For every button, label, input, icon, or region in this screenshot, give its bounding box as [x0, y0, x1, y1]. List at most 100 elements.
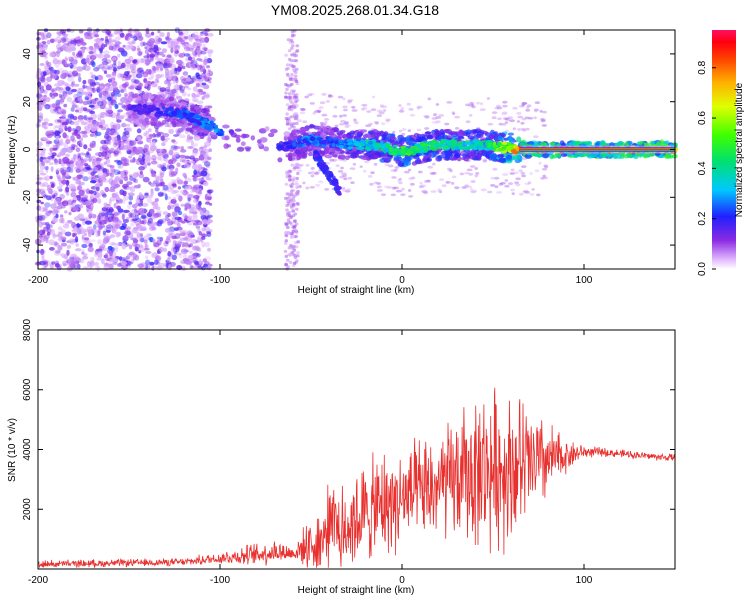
spectrogram-noise-cell [191, 211, 198, 215]
spectrogram-noise-cell [45, 143, 50, 147]
spectrogram-noise-cell [120, 261, 128, 266]
spectrogram-noise-cell [123, 230, 131, 235]
spectrogram-noise-cell [96, 88, 101, 93]
spectrogram-noise-cell [150, 83, 158, 88]
spectrogram-noise-cell [166, 220, 172, 226]
spectrogram-band-cell [339, 129, 346, 134]
spectrogram-noise-cell [41, 33, 45, 41]
spectrogram-noise-cell [129, 212, 137, 218]
spectrogram-noise-cell [72, 144, 78, 148]
spectrogram-noise-cell [283, 249, 288, 253]
spectrogram-band-cell [372, 129, 379, 135]
spectrogram-noise-cell [99, 48, 103, 54]
spectrogram-noise-cell [166, 54, 172, 58]
spectrogram-noise-cell [104, 155, 110, 160]
spectrogram-noise-cell [170, 63, 176, 70]
spectrogram-noise-cell [106, 224, 113, 229]
spectrogram-noise-cell [178, 30, 183, 34]
spectrogram-noise-cell [394, 166, 400, 169]
spectrogram-noise-cell [90, 113, 97, 120]
spectrogram-noise-cell [206, 177, 213, 181]
spectrogram-noise-cell [162, 211, 169, 216]
spectrogram-noise-cell [38, 115, 44, 122]
spectrogram-noise-cell [384, 185, 390, 189]
spectrogram-noise-cell [136, 234, 142, 239]
spectrogram-noise-cell [195, 184, 200, 188]
spectrogram-noise-cell [132, 177, 136, 183]
spectrogram-noise-cell [169, 232, 173, 237]
spectrogram-noise-cell [121, 213, 125, 220]
spectrogram-noise-cell [71, 80, 76, 86]
spectrogram-noise-cell [430, 190, 437, 193]
spectrogram-noise-cell [82, 134, 88, 138]
spectrogram-noise-cell [290, 105, 296, 109]
spectrogram-noise-cell [50, 203, 57, 210]
spectrogram-noise-cell [197, 187, 202, 193]
spectrogram-noise-cell [475, 101, 481, 105]
spectrogram-noise-cell [164, 193, 168, 201]
spectrogram-noise-cell [154, 198, 159, 202]
spectrogram-noise-cell [108, 107, 113, 114]
spectrogram-noise-cell [288, 178, 292, 182]
spectrogram-band-cell [329, 129, 335, 136]
spectrogram-noise-cell [170, 198, 177, 204]
spectrogram-noise-cell [139, 220, 145, 225]
spectrogram-noise-cell [60, 117, 67, 123]
spectrogram-noise-cell [296, 169, 303, 173]
spectrogram-noise-cell [131, 81, 139, 87]
spectrogram-band-cell [497, 153, 505, 158]
spectrogram-noise-cell [309, 185, 316, 189]
spectrogram-noise-cell [526, 104, 532, 108]
spectrogram-noise-cell [155, 183, 160, 187]
spectrogram-noise-cell [70, 135, 75, 142]
spectrogram-noise-cell [207, 105, 213, 109]
spectrogram-noise-cell [410, 182, 415, 186]
spectrogram-noise-cell [370, 108, 377, 111]
spectrogram-noise-cell [290, 189, 296, 192]
spectrogram-noise-cell [107, 34, 113, 38]
spectrogram-noise-cell [139, 170, 143, 175]
spectrogram-noise-cell [291, 92, 295, 96]
spectrogram-noise-cell [174, 216, 182, 221]
spectrogram-noise-cell [70, 143, 76, 148]
spectrogram-noise-cell [494, 106, 500, 110]
spectrogram-noise-cell [42, 44, 48, 50]
spectrogram-noise-cell [190, 234, 196, 238]
spectrogram-noise-cell [189, 250, 193, 254]
spectrogram-noise-cell [110, 129, 115, 134]
spectrogram-noise-cell [42, 237, 49, 241]
spectrogram-noise-cell [91, 87, 96, 93]
spectrogram-noise-cell [192, 245, 197, 251]
spectrogram-noise-cell [451, 182, 455, 185]
spectrogram-noise-cell [41, 253, 45, 258]
spectrogram-noise-cell [165, 72, 170, 76]
spectrogram-noise-cell [198, 90, 204, 96]
spectrogram-noise-cell [140, 58, 145, 64]
spectrogram-noise-cell [171, 211, 178, 217]
spectrogram-noise-cell [200, 50, 207, 55]
spectrogram-noise-cell [524, 116, 530, 120]
spectrogram-noise-cell [510, 188, 515, 192]
spectrogram-noise-cell [81, 121, 85, 124]
spectrogram-noise-cell [53, 160, 59, 166]
spectrogram-noise-cell [59, 108, 65, 112]
spectrogram-noise-cell [68, 47, 73, 53]
spectrogram-noise-cell [84, 36, 92, 40]
spectrogram-noise-cell [127, 41, 133, 45]
spectrogram-noise-cell [75, 243, 79, 247]
spectrogram-noise-cell [287, 210, 292, 215]
spectrogram-noise-cell [184, 155, 190, 159]
spectrogram-noise-cell [82, 66, 86, 70]
spectrogram-noise-cell [523, 190, 530, 194]
spectrogram-noise-cell [51, 89, 55, 93]
spectrogram-noise-cell [195, 225, 201, 229]
spectrogram-noise-cell [56, 31, 62, 35]
spectrogram-noise-cell [146, 40, 154, 46]
spectrogram-noise-cell [77, 96, 83, 102]
spectrogram-noise-cell [99, 104, 106, 110]
spectrogram-noise-cell [165, 75, 173, 80]
spectrogram-noise-cell [71, 186, 77, 190]
spectrogram-noise-cell [191, 33, 196, 38]
spectrogram-noise-cell [121, 105, 127, 108]
spectrogram-noise-cell [102, 179, 109, 183]
